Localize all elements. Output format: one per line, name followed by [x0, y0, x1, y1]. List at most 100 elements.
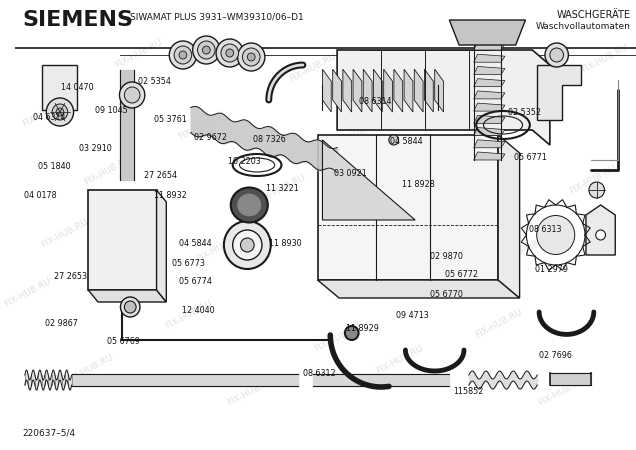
Text: 11 8930: 11 8930 — [269, 238, 301, 248]
Text: 02 7696: 02 7696 — [539, 351, 572, 360]
Text: SIEMENS: SIEMENS — [22, 10, 133, 30]
Circle shape — [224, 221, 271, 269]
Text: 11 8932: 11 8932 — [154, 191, 186, 200]
Text: FIX-HUB.RU: FIX-HUB.RU — [226, 375, 276, 408]
Text: FIX-HUB.RU: FIX-HUB.RU — [164, 299, 214, 331]
Text: 05 6772: 05 6772 — [445, 270, 478, 279]
Text: 04 0178: 04 0178 — [24, 191, 56, 200]
Circle shape — [550, 48, 563, 62]
Text: 11 8928: 11 8928 — [402, 180, 435, 189]
Text: SIWAMAT PLUS 3931–WM39310/06–D1: SIWAMAT PLUS 3931–WM39310/06–D1 — [130, 12, 304, 21]
Circle shape — [52, 104, 68, 120]
Circle shape — [198, 41, 215, 59]
Circle shape — [345, 326, 359, 340]
Text: FIX-HUB.RU: FIX-HUB.RU — [65, 353, 114, 385]
Text: 03 0921: 03 0921 — [334, 169, 366, 178]
Text: 08 7326: 08 7326 — [253, 135, 286, 144]
Circle shape — [169, 41, 197, 69]
Text: FIX-HUB.RU: FIX-HUB.RU — [487, 105, 537, 138]
Text: 115852: 115852 — [453, 387, 483, 396]
Circle shape — [545, 43, 569, 67]
Polygon shape — [474, 91, 505, 99]
Polygon shape — [322, 69, 331, 112]
Polygon shape — [404, 69, 413, 112]
Polygon shape — [450, 20, 525, 45]
Circle shape — [125, 301, 136, 313]
Text: FIX-HUB.RU: FIX-HUB.RU — [288, 51, 338, 84]
Text: FIX-HUB.RU: FIX-HUB.RU — [506, 231, 555, 264]
Polygon shape — [337, 50, 550, 145]
Text: FIX-HUB.RU: FIX-HUB.RU — [114, 38, 164, 70]
Text: WASCHGERÄTE: WASCHGERÄTE — [557, 10, 631, 20]
Polygon shape — [537, 65, 581, 120]
Polygon shape — [414, 69, 423, 112]
Text: FIX-HUB.RU: FIX-HUB.RU — [3, 276, 52, 309]
Polygon shape — [474, 54, 505, 62]
Text: FIX-HUB.RU: FIX-HUB.RU — [21, 96, 71, 129]
Text: 02 5352: 02 5352 — [508, 108, 541, 117]
Polygon shape — [434, 69, 443, 112]
Circle shape — [179, 51, 187, 59]
Circle shape — [120, 82, 145, 108]
Text: 05 1840: 05 1840 — [38, 162, 71, 171]
Text: 08 6312: 08 6312 — [303, 369, 336, 378]
Circle shape — [216, 39, 244, 67]
Polygon shape — [156, 190, 167, 302]
Circle shape — [389, 135, 399, 145]
Circle shape — [537, 216, 575, 255]
Ellipse shape — [231, 188, 268, 222]
Text: 12 4040: 12 4040 — [182, 306, 214, 315]
Text: 05 6770: 05 6770 — [430, 290, 463, 299]
Text: 02 9672: 02 9672 — [194, 133, 227, 142]
Polygon shape — [373, 69, 382, 112]
Text: FIX-HUB.RU: FIX-HUB.RU — [567, 164, 617, 196]
Polygon shape — [353, 69, 362, 112]
Polygon shape — [88, 190, 156, 290]
Circle shape — [125, 87, 140, 103]
Text: Waschvollautomaten: Waschvollautomaten — [536, 22, 631, 31]
Text: 220637–5/4: 220637–5/4 — [23, 429, 76, 438]
Polygon shape — [317, 280, 520, 298]
Circle shape — [221, 44, 238, 62]
Text: 03 2910: 03 2910 — [80, 144, 112, 153]
Circle shape — [233, 230, 262, 260]
Polygon shape — [474, 67, 505, 74]
Polygon shape — [333, 69, 342, 112]
Text: FIX-HUB.RU: FIX-HUB.RU — [83, 155, 133, 187]
Text: 05 6771: 05 6771 — [514, 153, 547, 162]
Text: 09 4713: 09 4713 — [396, 310, 429, 320]
Circle shape — [193, 36, 220, 64]
Polygon shape — [586, 205, 615, 255]
Circle shape — [174, 46, 191, 64]
Text: 05 3761: 05 3761 — [154, 115, 186, 124]
Polygon shape — [474, 127, 505, 135]
Polygon shape — [474, 103, 505, 111]
Text: 02 9867: 02 9867 — [45, 320, 78, 328]
Circle shape — [202, 46, 211, 54]
Text: 05 6773: 05 6773 — [172, 259, 205, 268]
Circle shape — [247, 53, 255, 61]
Text: 10 2203: 10 2203 — [228, 158, 261, 166]
Text: FIX-HUB.RU: FIX-HUB.RU — [474, 308, 524, 340]
Circle shape — [46, 98, 74, 126]
Ellipse shape — [238, 194, 261, 216]
Polygon shape — [88, 290, 167, 302]
Polygon shape — [474, 152, 505, 160]
Circle shape — [120, 297, 140, 317]
Polygon shape — [474, 79, 505, 87]
Text: FIX-HUB.RU: FIX-HUB.RU — [580, 42, 630, 75]
Polygon shape — [322, 140, 415, 220]
Circle shape — [240, 238, 254, 252]
Text: FIX-HUB.RU: FIX-HUB.RU — [40, 218, 90, 250]
Text: 04 5844: 04 5844 — [179, 238, 211, 248]
Text: 05 6774: 05 6774 — [179, 277, 212, 286]
Polygon shape — [317, 135, 498, 280]
Polygon shape — [474, 140, 505, 148]
Circle shape — [589, 182, 604, 198]
Circle shape — [238, 43, 265, 71]
Text: 04 5844: 04 5844 — [390, 137, 422, 146]
Text: 04 6314: 04 6314 — [33, 112, 66, 122]
Circle shape — [242, 48, 260, 66]
Polygon shape — [363, 69, 372, 112]
Text: FIX-HUB.RU: FIX-HUB.RU — [375, 344, 425, 376]
